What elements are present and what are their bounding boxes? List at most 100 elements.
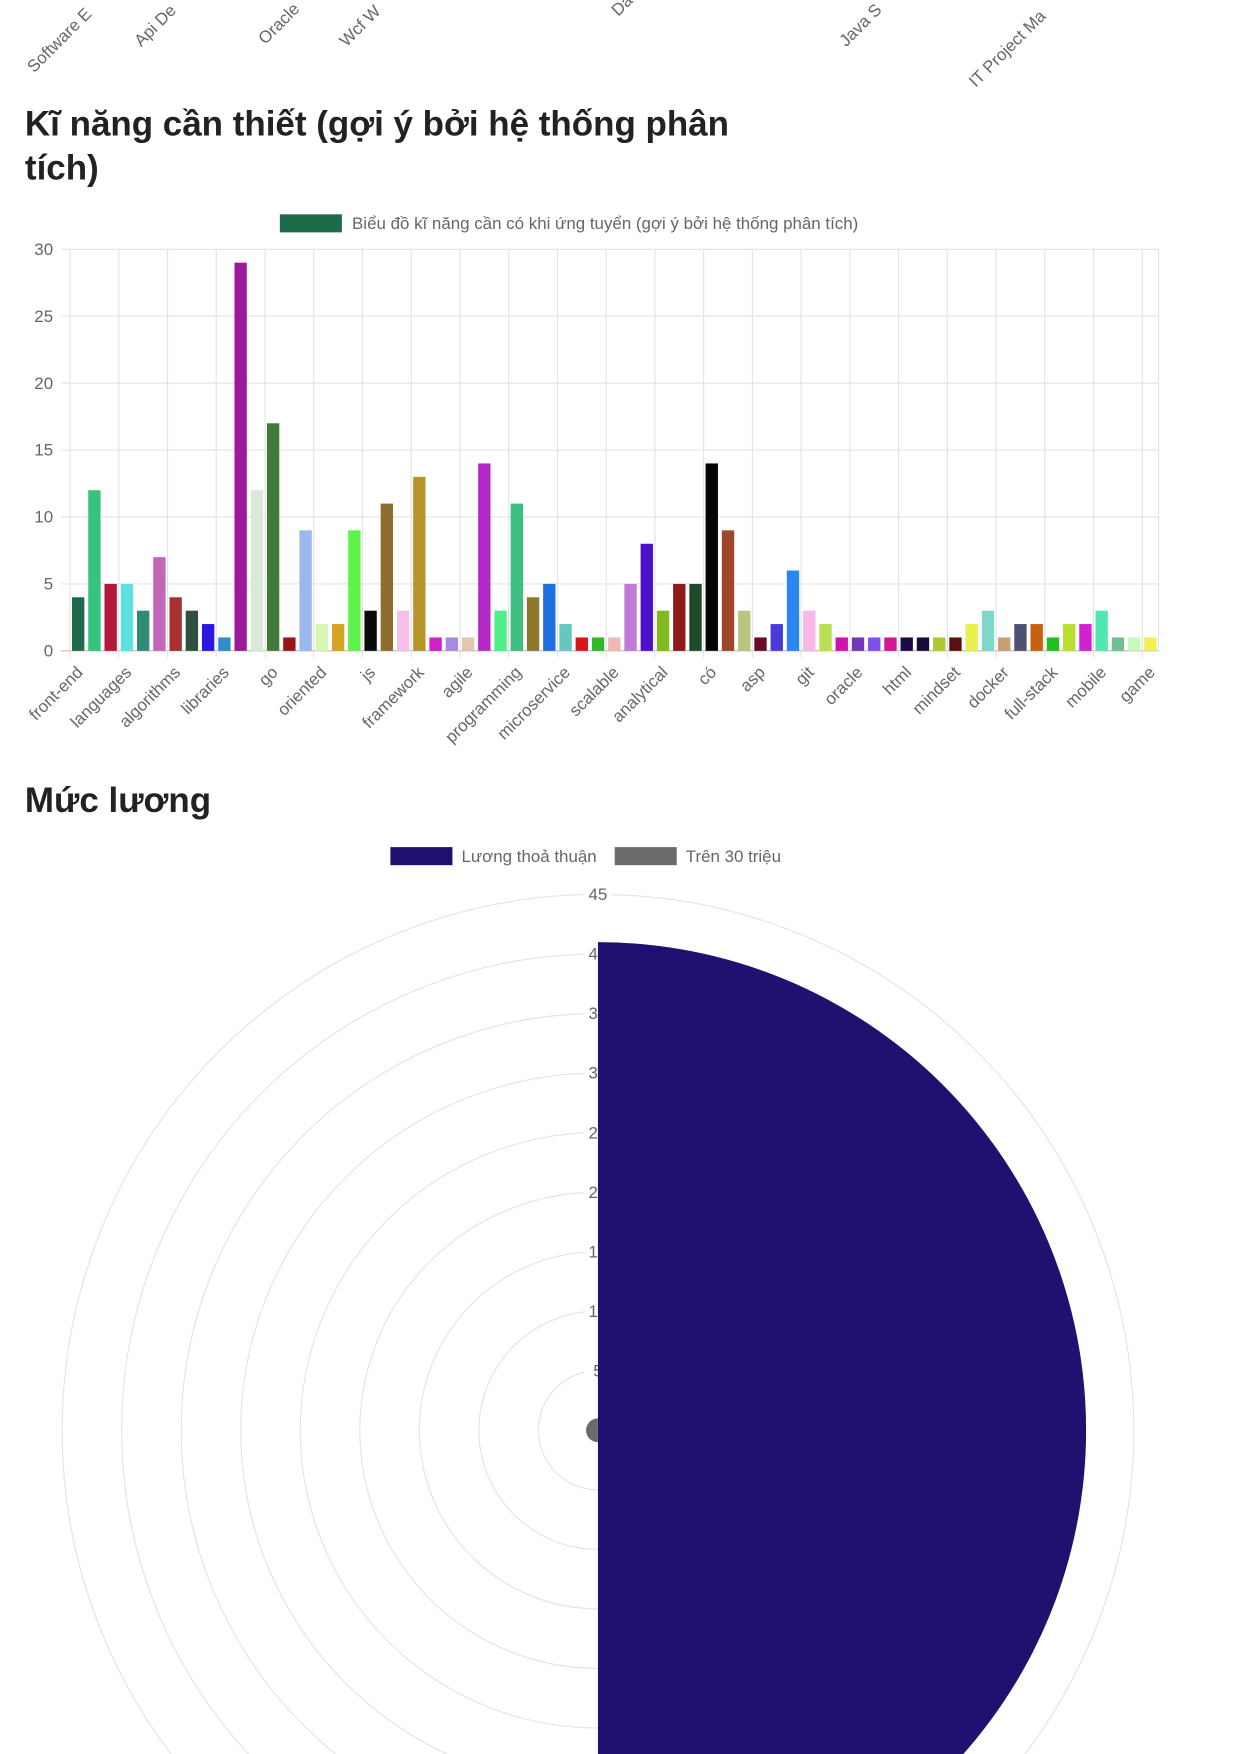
legend-swatch [390, 847, 453, 866]
bar [1079, 624, 1092, 651]
x-tick-label: game [1116, 663, 1159, 706]
bar [1095, 610, 1108, 651]
clipped-axis-label: Oracle [255, 0, 304, 48]
bar [1014, 624, 1027, 651]
x-tick-label: libraries [178, 663, 233, 718]
x-tick-label: html [879, 663, 915, 699]
bar [868, 637, 881, 651]
y-tick-label: 15 [34, 441, 53, 460]
bar [819, 624, 832, 651]
bar [299, 530, 312, 651]
clipped-axis-label: Java S [835, 0, 885, 50]
bar [835, 637, 848, 651]
legend-label: Trên 30 triệu [686, 847, 781, 866]
bar [851, 637, 865, 651]
y-tick-label: 5 [44, 575, 53, 594]
bar [1063, 624, 1076, 651]
bar [364, 610, 377, 651]
legend-label: Lương thoả thuận [461, 847, 596, 866]
bar [380, 503, 394, 651]
bar [88, 490, 101, 651]
bar [71, 597, 85, 651]
bar [315, 624, 329, 651]
bar [705, 463, 718, 651]
bar [786, 570, 800, 651]
bar [884, 637, 897, 651]
bar [396, 610, 410, 651]
bar [640, 543, 653, 651]
section-heading: Mức lương [25, 781, 211, 820]
section-heading: tích) [25, 148, 99, 187]
bar [916, 637, 930, 651]
section-heading: Kĩ năng cần thiết (gợi ý bởi hệ thống ph… [25, 104, 729, 143]
y-tick-label: 0 [44, 641, 53, 660]
bar [543, 583, 556, 651]
bar [949, 637, 962, 651]
x-tick-label: có [694, 663, 720, 689]
x-tick-label: oriented [274, 663, 331, 720]
bar [136, 610, 150, 651]
x-tick-label: git [792, 663, 818, 689]
bar [608, 637, 621, 651]
bar [250, 490, 264, 651]
clipped-axis-label: Wcf W [336, 2, 385, 51]
x-tick-label: go [255, 663, 282, 690]
bar [981, 610, 995, 651]
bar [1144, 637, 1157, 651]
x-tick-label: mindset [909, 663, 965, 719]
bar [1030, 624, 1043, 651]
bar [673, 583, 686, 651]
bar [185, 610, 199, 651]
polar-segment [586, 1418, 598, 1443]
bar [153, 557, 166, 651]
clipped-axis-label: Software E [23, 4, 95, 76]
x-tick-label: mobile [1061, 663, 1110, 712]
bar [803, 610, 816, 651]
bar [234, 262, 247, 651]
bar [1111, 637, 1125, 651]
x-tick-label: oracle [820, 663, 866, 709]
bar [413, 476, 426, 651]
legend-swatch [614, 847, 677, 866]
legend-swatch [279, 214, 342, 233]
bar [900, 637, 913, 651]
bar [283, 637, 296, 651]
bar [169, 597, 182, 651]
y-tick-label: 25 [34, 307, 53, 326]
tick-backdrop [584, 884, 612, 904]
bar [218, 637, 231, 651]
bar [526, 597, 540, 651]
clipped-axis-label: Api De [131, 1, 180, 50]
polar-segment [597, 942, 1087, 1754]
bar [1046, 637, 1060, 651]
clipped-axis-label: IT Project Ma [965, 6, 1050, 91]
legend-label: Biểu đồ kĩ năng cần có khi ứng tuyển (gợ… [352, 214, 858, 233]
bar [575, 637, 588, 651]
bar [510, 503, 523, 651]
bar [461, 637, 475, 651]
r-tick-label: 45 [589, 885, 608, 904]
bar [104, 583, 117, 651]
x-tick-label: full-stack [1001, 662, 1062, 723]
bar [348, 530, 361, 651]
bar [494, 610, 507, 651]
bar [738, 610, 751, 651]
bar [656, 610, 670, 651]
bar [689, 583, 702, 651]
y-tick-label: 10 [34, 508, 53, 527]
bar [754, 637, 767, 651]
bar [998, 637, 1011, 651]
bar [721, 530, 735, 651]
clipped-axis-label: Da [608, 0, 637, 20]
bar [201, 624, 215, 651]
bar [770, 624, 783, 651]
bar [429, 637, 442, 651]
bar [965, 624, 978, 651]
bar [624, 583, 637, 651]
bar [1128, 637, 1141, 651]
bar [933, 637, 946, 651]
bar [478, 463, 491, 651]
bar [266, 423, 280, 651]
